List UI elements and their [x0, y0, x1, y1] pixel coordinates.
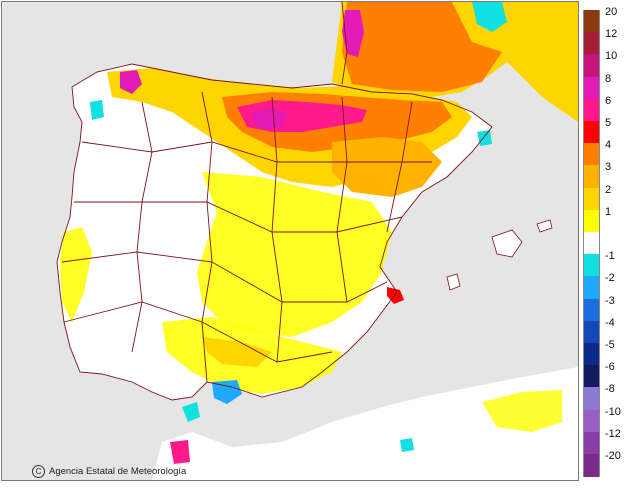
legend-label: -8 [605, 383, 615, 396]
legend-swatch [583, 76, 600, 100]
province-borders [56, 2, 493, 401]
legend-label: 10 [605, 50, 618, 63]
strait-cool-patch [182, 402, 200, 422]
legend-swatch [583, 121, 600, 144]
legend-swatch [583, 254, 600, 278]
legend-label: -4 [605, 316, 615, 329]
legend-swatch [583, 365, 600, 389]
attribution: C Agencia Estatal de Meteorología [32, 465, 186, 478]
cantabria-peak-core [252, 108, 287, 130]
legend-label: 5 [605, 117, 612, 129]
attribution-text: Agencia Estatal de Meteorología [49, 466, 187, 477]
legend-swatch [583, 409, 600, 433]
legend-swatch [583, 209, 600, 233]
central-warm-field [197, 172, 392, 337]
legend-swatch [583, 98, 600, 122]
legend-label: 8 [605, 72, 612, 85]
legend-swatch [583, 431, 600, 455]
ibiza-island [446, 273, 461, 291]
france-hot-spot [342, 10, 364, 57]
legend-label: -3 [605, 294, 615, 307]
legend-label: 2 [605, 183, 612, 196]
galicia-hot-spot [120, 70, 142, 94]
legend-swatch [583, 276, 600, 300]
legend-label: -12 [605, 427, 621, 440]
legend-label: 20 [605, 6, 618, 18]
temperature-anomaly-map: aemet C Agencia Estatal de Meteorología [1, 1, 579, 481]
legend-swatch [583, 343, 600, 366]
legend-label: -1 [605, 250, 615, 263]
legend-swatch [583, 32, 600, 56]
legend-label: -6 [605, 361, 615, 374]
north-africa-warm-patch [482, 390, 562, 432]
catalonia-cool-patch [477, 130, 492, 146]
france-cool-patch [472, 2, 507, 32]
legend-swatch [583, 320, 600, 344]
morocco-hot-spot [170, 440, 190, 464]
aemet-watermark: aemet [507, 456, 559, 476]
legend-label: -10 [605, 405, 621, 418]
legend-swatch [583, 232, 600, 255]
legend-label: 3 [605, 161, 612, 174]
legend-swatch [583, 54, 600, 78]
west-warm-field [60, 227, 92, 322]
legend-swatch [583, 143, 600, 167]
legend-label: -5 [605, 339, 615, 351]
ebro-warm-field [332, 137, 442, 197]
malaga-cool-patch [212, 380, 242, 404]
legend-label: 12 [605, 28, 618, 41]
legend-label: 1 [605, 205, 612, 218]
mallorca-island [491, 229, 523, 258]
legend-swatch [583, 387, 600, 411]
legend-label: 6 [605, 94, 612, 107]
legend-swatch [583, 187, 600, 211]
galicia-cool-patch [90, 100, 104, 120]
menorca-island [536, 219, 553, 233]
legend-swatch [583, 298, 600, 322]
africa-cool-patch [400, 438, 414, 452]
legend-swatch [583, 165, 600, 189]
france-warm-zone [342, 2, 502, 92]
color-legend: 20 12 10 8 6 5 4 3 2 1 -1 -2 -3 -4 -5 -6 -8 -10 -12 -20 [583, 6, 630, 480]
north-africa-land [152, 367, 578, 480]
copyright-icon: C [32, 465, 45, 478]
legend-label: -20 [605, 450, 621, 462]
legend-swatch [583, 454, 600, 477]
south-orange-field [202, 337, 272, 367]
map-canvas: aemet [2, 2, 578, 480]
legend-label: -2 [605, 272, 615, 285]
legend-label: 4 [605, 139, 612, 152]
legend-swatch [583, 10, 600, 33]
